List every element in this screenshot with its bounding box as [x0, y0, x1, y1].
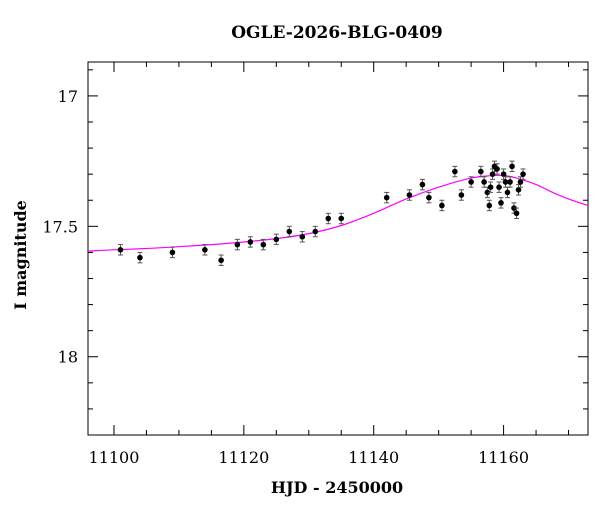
- model-curve: [88, 174, 588, 252]
- data-point: [286, 228, 293, 235]
- plot-frame: [87, 61, 589, 436]
- data-point: [426, 194, 432, 201]
- data-point: [338, 215, 345, 222]
- x-tick-label: 11100: [89, 448, 140, 467]
- data-point: [419, 181, 426, 188]
- data-point: [498, 200, 504, 206]
- y-tick-label: 17.5: [42, 217, 78, 236]
- data-point: [439, 202, 445, 209]
- tick-labels: 11100 11120 11140 11160 17 17.5 18: [42, 87, 529, 467]
- x-axis-label: HJD - 2450000: [271, 478, 403, 497]
- data-point: [312, 228, 319, 235]
- data-point: [496, 184, 502, 191]
- data-point: [468, 179, 474, 185]
- x-tick-label: 11160: [478, 448, 529, 467]
- data-point: [169, 249, 176, 256]
- data-point: [489, 171, 496, 177]
- data-point: [484, 189, 491, 196]
- data-point: [299, 233, 306, 240]
- data-point: [406, 192, 413, 198]
- data-point: [273, 236, 280, 243]
- data-point: [117, 247, 124, 253]
- data-point: [487, 184, 494, 191]
- data-point: [481, 179, 487, 185]
- y-tick-label: 17: [58, 87, 78, 106]
- data-point: [202, 247, 208, 253]
- tick-marks: [88, 62, 588, 436]
- data-point: [509, 163, 515, 170]
- data-point: [478, 168, 484, 175]
- x-tick-label: 11120: [218, 448, 269, 467]
- data-point: [511, 205, 517, 211]
- data-point: [507, 179, 513, 185]
- chart-title: OGLE-2026-BLG-0409: [231, 23, 443, 43]
- data-point: [234, 241, 241, 248]
- data-point: [247, 239, 254, 245]
- data-point: [325, 215, 332, 222]
- x-tick-label: 11140: [348, 448, 399, 467]
- data-point: [504, 189, 511, 196]
- data-point: [218, 257, 224, 264]
- data-point: [500, 171, 507, 177]
- data-point: [517, 179, 524, 185]
- data-points: [117, 160, 526, 266]
- data-point: [383, 194, 390, 201]
- data-point: [494, 166, 500, 172]
- y-axis-label: I magnitude: [11, 200, 30, 310]
- data-point: [452, 168, 458, 175]
- data-point: [520, 171, 526, 177]
- plot-area: 11100 11120 11140 11160 17 17.5 18: [42, 61, 589, 467]
- y-tick-label: 18: [58, 348, 78, 367]
- data-point: [458, 192, 465, 198]
- data-point: [137, 254, 143, 261]
- data-point: [513, 210, 520, 217]
- data-point: [515, 187, 522, 193]
- data-point: [486, 202, 493, 209]
- data-point: [260, 241, 267, 248]
- data-point: [502, 179, 509, 185]
